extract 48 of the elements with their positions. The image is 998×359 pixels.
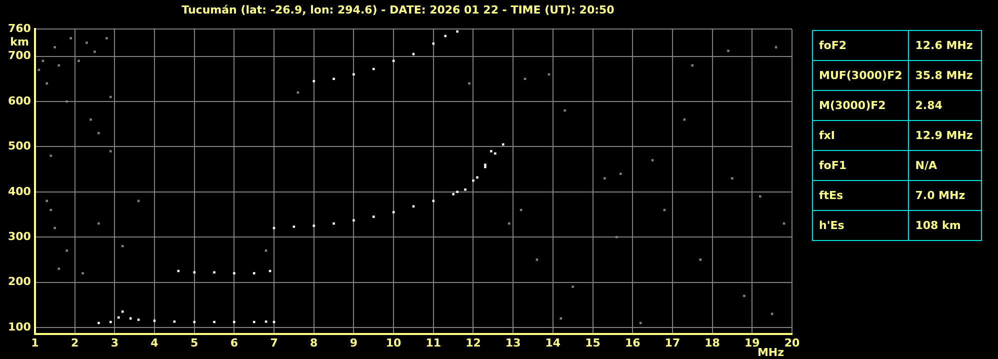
text: fxI <box>812 120 909 150</box>
x-tick-label: 11 <box>426 336 442 350</box>
point <box>38 68 40 72</box>
text: M(3000)F2 <box>812 90 909 120</box>
point <box>121 244 124 248</box>
text: MUF(3000)F2 <box>812 60 909 90</box>
text: N/A <box>908 150 982 180</box>
x-tick-label: 12 <box>466 336 481 350</box>
text: 7.0 MHz <box>908 180 982 210</box>
x-tick-label: 9 <box>350 336 358 350</box>
y-tick-label: 600 <box>8 94 32 108</box>
point <box>758 195 762 198</box>
x-tick-label: 8 <box>310 336 318 350</box>
y-tick-label: 700 <box>8 49 32 62</box>
x-tick-label: 17 <box>664 336 680 350</box>
y-tick-label: 200 <box>8 275 32 288</box>
y-tick-label: 760 <box>8 22 32 36</box>
x-tick-label: 13 <box>505 336 521 350</box>
y-tick-label: 400 <box>8 184 32 198</box>
x-tick-label: 14 <box>545 336 561 350</box>
y-tick-label: 100 <box>8 320 32 334</box>
text: ftEs <box>812 180 909 210</box>
x-tick-label: 15 <box>585 336 600 350</box>
x-tick-label: 1 <box>31 336 39 350</box>
y-tick-label: 500 <box>8 140 32 153</box>
x-axis-title: MHz <box>757 346 784 359</box>
x-tick-label: 20 <box>784 336 800 350</box>
x-tick-label: 5 <box>190 336 198 350</box>
x-tick-label: 18 <box>704 336 720 350</box>
x-tick-label: 19 <box>744 336 760 350</box>
text: foF2 <box>812 30 909 60</box>
text: 12.6 MHz <box>908 30 982 60</box>
x-tick-label: 16 <box>624 336 641 350</box>
x-tick-label: 10 <box>386 336 402 350</box>
x-tick-label: 7 <box>270 336 278 350</box>
text: 108 km <box>908 210 982 240</box>
y-axis-title: km <box>10 36 29 49</box>
text: h'Es <box>812 210 909 240</box>
y-tick-label: 300 <box>8 230 32 243</box>
x-tick-label: 4 <box>150 336 159 350</box>
text: 2.84 <box>908 90 982 120</box>
x-tick-label: 2 <box>70 336 79 350</box>
chart-title: Tucumán (lat: -26.9, lon: 294.6) - DATE: 2026 01 22 - TIME (UT): 20:50 <box>182 3 615 16</box>
x-tick-label: 3 <box>110 336 118 350</box>
text: 35.8 MHz <box>908 60 982 90</box>
x-tick-label: 6 <box>230 336 238 350</box>
text: 12.9 MHz <box>908 120 982 150</box>
text: foF1 <box>812 150 909 180</box>
